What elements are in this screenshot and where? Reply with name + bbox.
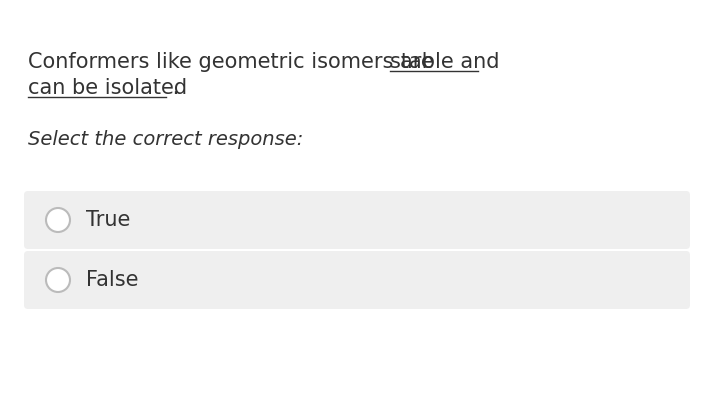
Circle shape xyxy=(46,208,70,232)
Circle shape xyxy=(46,268,70,292)
FancyBboxPatch shape xyxy=(24,251,690,309)
Text: stable and: stable and xyxy=(390,52,500,72)
Text: False: False xyxy=(86,270,138,290)
Text: True: True xyxy=(86,210,130,230)
Text: can be isolated: can be isolated xyxy=(28,78,187,98)
Text: Conformers like geometric isomers are: Conformers like geometric isomers are xyxy=(28,52,441,72)
Text: .: . xyxy=(166,78,179,98)
FancyBboxPatch shape xyxy=(24,191,690,249)
Text: Select the correct response:: Select the correct response: xyxy=(28,130,303,149)
